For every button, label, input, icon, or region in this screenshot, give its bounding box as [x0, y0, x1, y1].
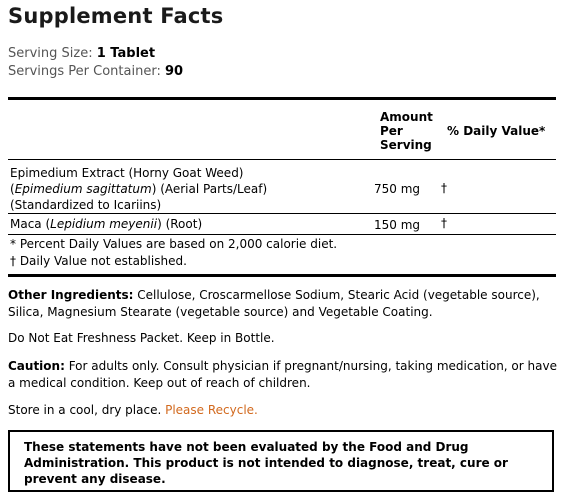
- amount-header-line: Per: [380, 124, 403, 138]
- ingredient-daily-value: †: [441, 181, 447, 195]
- storage-text: Store in a cool, dry place.: [8, 403, 166, 417]
- ingredient-row: Epimedium Extract (Horny Goat Weed) (Epi…: [10, 165, 267, 213]
- freshness-note: Do Not Eat Freshness Packet. Keep in Bot…: [8, 331, 275, 345]
- ingredient-daily-value: †: [441, 216, 447, 230]
- fda-disclaimer: These statements have not been evaluated…: [24, 440, 508, 486]
- amount-header-line: Amount: [380, 110, 433, 124]
- ingredient-standardization: (Standardized to Icariins): [10, 198, 162, 212]
- amount-header-line: Serving: [380, 138, 432, 152]
- footnote-percent: * Percent Daily Values are based on 2,00…: [10, 237, 338, 251]
- footnote-dagger: † Daily Value not established.: [10, 254, 187, 268]
- ingredient-latin-name: Lepidium meyenii: [50, 217, 158, 231]
- other-ingredients-text: Cellulose, Croscarmellose Sodium, Steari…: [8, 288, 540, 319]
- ingredient-part: (Aerial Parts/Leaf): [156, 182, 268, 196]
- ingredient-name: Maca (: [10, 217, 51, 231]
- other-ingredients: Other Ingredients: Cellulose, Croscarmel…: [8, 287, 558, 321]
- ingredient-amount: 150 mg: [374, 218, 421, 232]
- caution-text: For adults only. Consult physician if pr…: [8, 359, 557, 390]
- ingredient-amount: 750 mg: [374, 182, 421, 196]
- servings-per-container-value: 90: [164, 64, 184, 79]
- ingredient-source: (Epimedium sagittatum) (Aerial Parts/Lea…: [10, 182, 268, 196]
- page-title: Supplement Facts: [8, 4, 224, 28]
- ingredient-name: Epimedium Extract (Horny Goat Weed): [10, 166, 244, 180]
- servings-per-container: Servings Per Container: 90: [8, 64, 183, 79]
- caution-label: Caution:: [8, 359, 65, 373]
- amount-per-serving-header: Amount Per Serving: [380, 110, 433, 152]
- serving-size-label: Serving Size:: [8, 46, 93, 61]
- storage-note: Store in a cool, dry place. Please Recyc…: [8, 402, 558, 419]
- divider: [8, 234, 556, 235]
- ingredient-latin-name: Epimedium sagittatum: [14, 182, 152, 196]
- recycle-note: Please Recycle.: [165, 403, 258, 417]
- servings-per-container-label: Servings Per Container:: [8, 64, 161, 79]
- divider-thick: [8, 274, 556, 277]
- serving-size-value: 1 Tablet: [96, 46, 156, 61]
- caution: Caution: For adults only. Consult physic…: [8, 358, 558, 392]
- other-ingredients-label: Other Ingredients:: [8, 288, 134, 302]
- divider: [8, 213, 556, 214]
- daily-value-header: % Daily Value*: [447, 124, 546, 138]
- divider-thick: [8, 97, 556, 100]
- ingredient-row: Maca (Lepidium meyenii) (Root): [10, 216, 202, 232]
- ingredient-part: ) (Root): [157, 217, 203, 231]
- fda-disclaimer-box: These statements have not been evaluated…: [8, 430, 554, 492]
- serving-size: Serving Size: 1 Tablet: [8, 46, 155, 61]
- divider: [8, 159, 556, 160]
